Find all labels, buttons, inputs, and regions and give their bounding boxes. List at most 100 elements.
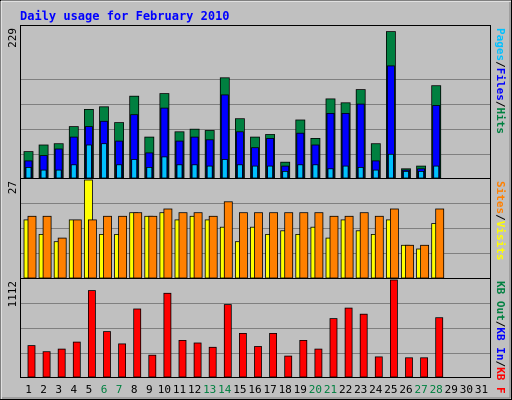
bar-kb-f-day-10 [163, 292, 172, 378]
bar-pages-day-13 [206, 165, 213, 179]
bar-pages-day-3 [55, 169, 62, 179]
bar-sites-day-12 [193, 212, 203, 279]
legend-separator: / [494, 61, 507, 68]
bar-sites-day-14 [223, 201, 233, 279]
bar-kb-f-day-20 [314, 348, 323, 378]
day-label-19: 19 [294, 383, 307, 396]
bar-sites-day-23 [359, 212, 369, 279]
bar-pages-day-8 [131, 159, 138, 179]
day-label-7: 7 [116, 383, 123, 396]
day-label-6: 6 [101, 383, 108, 396]
bar-pages-day-10 [161, 156, 168, 179]
bar-pages-day-22 [342, 165, 349, 179]
day-label-4: 4 [70, 383, 77, 396]
day-label-18: 18 [279, 383, 292, 396]
legend-entry-hits: Hits [494, 108, 507, 135]
day-label-20: 20 [309, 383, 322, 396]
bar-pages-day-4 [70, 164, 77, 179]
day-label-14: 14 [218, 383, 232, 396]
day-label-29: 29 [445, 383, 458, 396]
bar-sites-day-7 [118, 215, 127, 279]
bar-sites-day-10 [163, 208, 173, 279]
bar-pages-day-7 [116, 164, 122, 179]
bar-kb-f-day-12 [193, 342, 202, 378]
panel-hits-files-pages: 229 Pages/Files/Hits [6, 25, 507, 179]
legend-entry-sites: Sites [494, 181, 507, 214]
day-label-1: 1 [25, 383, 32, 396]
bar-kb-f-day-25 [389, 279, 398, 378]
legend-entry-files: Files [494, 68, 507, 101]
bar-sites-day-11 [178, 212, 188, 279]
bar-sites-day-8 [133, 212, 143, 279]
bar-sites-day-25 [389, 208, 399, 279]
legend-separator: / [494, 321, 507, 328]
legend-entry-kb-out: KB Out [494, 281, 507, 321]
bar-sites-day-6 [103, 215, 112, 279]
bar-sites-day-20 [314, 212, 324, 279]
bar-kb-f-day-21 [329, 318, 338, 378]
day-axis: 1 2 3 4 5 6 7 8 9 10 11 12 13 14 15 16 17 18 19 20 21 22 23 24 2… [25, 383, 488, 396]
legend-separator: / [494, 214, 507, 221]
bar-kb-f-day-14 [223, 304, 232, 378]
day-label-8: 8 [131, 383, 138, 396]
legend-kbytes: KB Out/KB In/KB F [494, 281, 507, 394]
bar-kb-f-day-23 [359, 313, 368, 378]
bar-pages-day-26 [403, 170, 409, 179]
bar-kb-f-day-9 [148, 354, 157, 378]
bar-sites-day-19 [299, 212, 309, 279]
day-label-3: 3 [55, 383, 62, 396]
day-label-12: 12 [188, 383, 201, 396]
day-label-2: 2 [40, 383, 47, 396]
legend-entry-pages: Pages [494, 28, 507, 61]
day-label-15: 15 [233, 383, 246, 396]
day-label-13: 13 [203, 383, 216, 396]
bar-sites-day-21 [329, 215, 339, 279]
legend-separator: / [494, 361, 507, 368]
day-label-9: 9 [146, 383, 153, 396]
bar-pages-day-17 [267, 165, 274, 179]
bar-sites-day-9 [148, 215, 158, 279]
bar-sites-day-26 [405, 244, 414, 279]
bar-kb-f-day-24 [374, 356, 383, 378]
day-label-17: 17 [263, 383, 276, 396]
day-label-24: 24 [369, 383, 383, 396]
day-label-25: 25 [384, 383, 397, 396]
bar-kb-f-day-26 [405, 357, 413, 378]
bar-kb-f-day-7 [118, 343, 126, 378]
day-label-27: 27 [414, 383, 427, 396]
legend-entry-kb-f: KB F [494, 367, 507, 394]
bar-sites-day-27 [420, 244, 430, 279]
bar-pages-day-14 [221, 159, 228, 179]
bar-pages-day-21 [327, 168, 334, 179]
bar-sites-day-5 [88, 219, 97, 279]
bar-kb-f-day-15 [238, 332, 247, 378]
panel-bars [23, 31, 442, 179]
bar-kb-f-day-8 [133, 308, 142, 378]
bar-pages-day-19 [297, 164, 304, 179]
chart-title: Daily usage for February 2010 [20, 9, 230, 23]
bar-files-day-21 [326, 113, 335, 179]
bar-pages-day-1 [25, 166, 32, 179]
panel-visits-sites: 27 Sites/Visits [6, 178, 507, 279]
bar-sites-day-18 [284, 212, 294, 279]
bar-files-day-23 [356, 103, 365, 179]
day-label-26: 26 [399, 383, 412, 396]
day-label-22: 22 [339, 383, 352, 396]
bar-pages-day-25 [387, 153, 394, 179]
bar-kb-f-day-27 [420, 357, 429, 378]
bar-sites-day-22 [344, 215, 354, 279]
scale-label-visits: 27 [6, 181, 19, 194]
bar-pages-day-23 [357, 166, 364, 179]
bar-pages-day-18 [282, 170, 289, 179]
panel-kbytes: 1112 KB Out/KB In/KB F [6, 278, 507, 394]
bar-pages-day-16 [252, 165, 258, 179]
bar-sites-day-16 [254, 212, 263, 279]
bar-sites-day-28 [435, 208, 445, 279]
day-label-31: 31 [475, 383, 488, 396]
day-label-30: 30 [460, 383, 473, 396]
legend-separator: / [494, 101, 507, 108]
bar-kb-f-day-18 [284, 355, 293, 378]
bar-kb-f-day-22 [344, 307, 353, 378]
bar-kb-f-day-6 [103, 331, 111, 378]
day-label-5: 5 [86, 383, 93, 396]
